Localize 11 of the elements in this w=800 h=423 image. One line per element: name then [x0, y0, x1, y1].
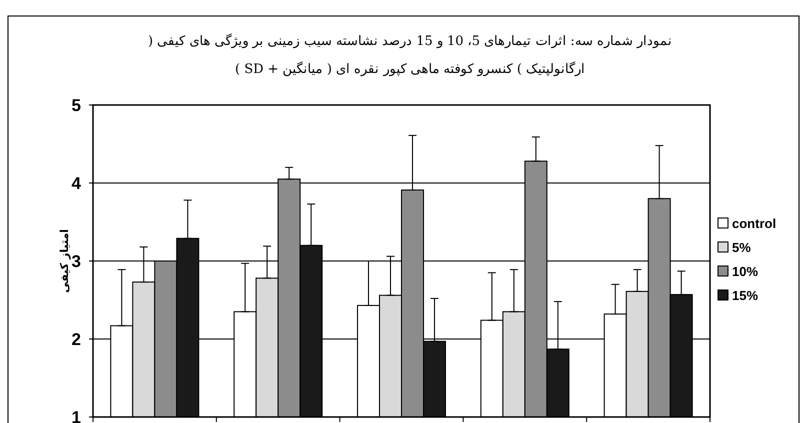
y-tick-label: 2 — [72, 330, 81, 349]
y-tick-label: 4 — [72, 174, 82, 193]
y-tick-label: 5 — [72, 96, 81, 115]
y-axis-title: امتیاز کیفی — [58, 229, 71, 293]
legend-label: 10% — [732, 264, 758, 279]
legend-label: 15% — [732, 288, 758, 303]
y-tick-label: 1 — [72, 408, 81, 423]
y-tick-label: 3 — [72, 252, 81, 271]
chart-title: نمودار شماره سه: اثرات تیمارهای 5، 10 و 15 درصد نشاسته سیب زمینی بر ویژگی های کیفی ( ارگانولپتیک ) کنسرو کوفته ماهی کپور نقره ای ( میانگین + SD ) — [146, 32, 674, 79]
legend-label: 5% — [732, 240, 752, 255]
legend-label: control — [732, 216, 776, 231]
